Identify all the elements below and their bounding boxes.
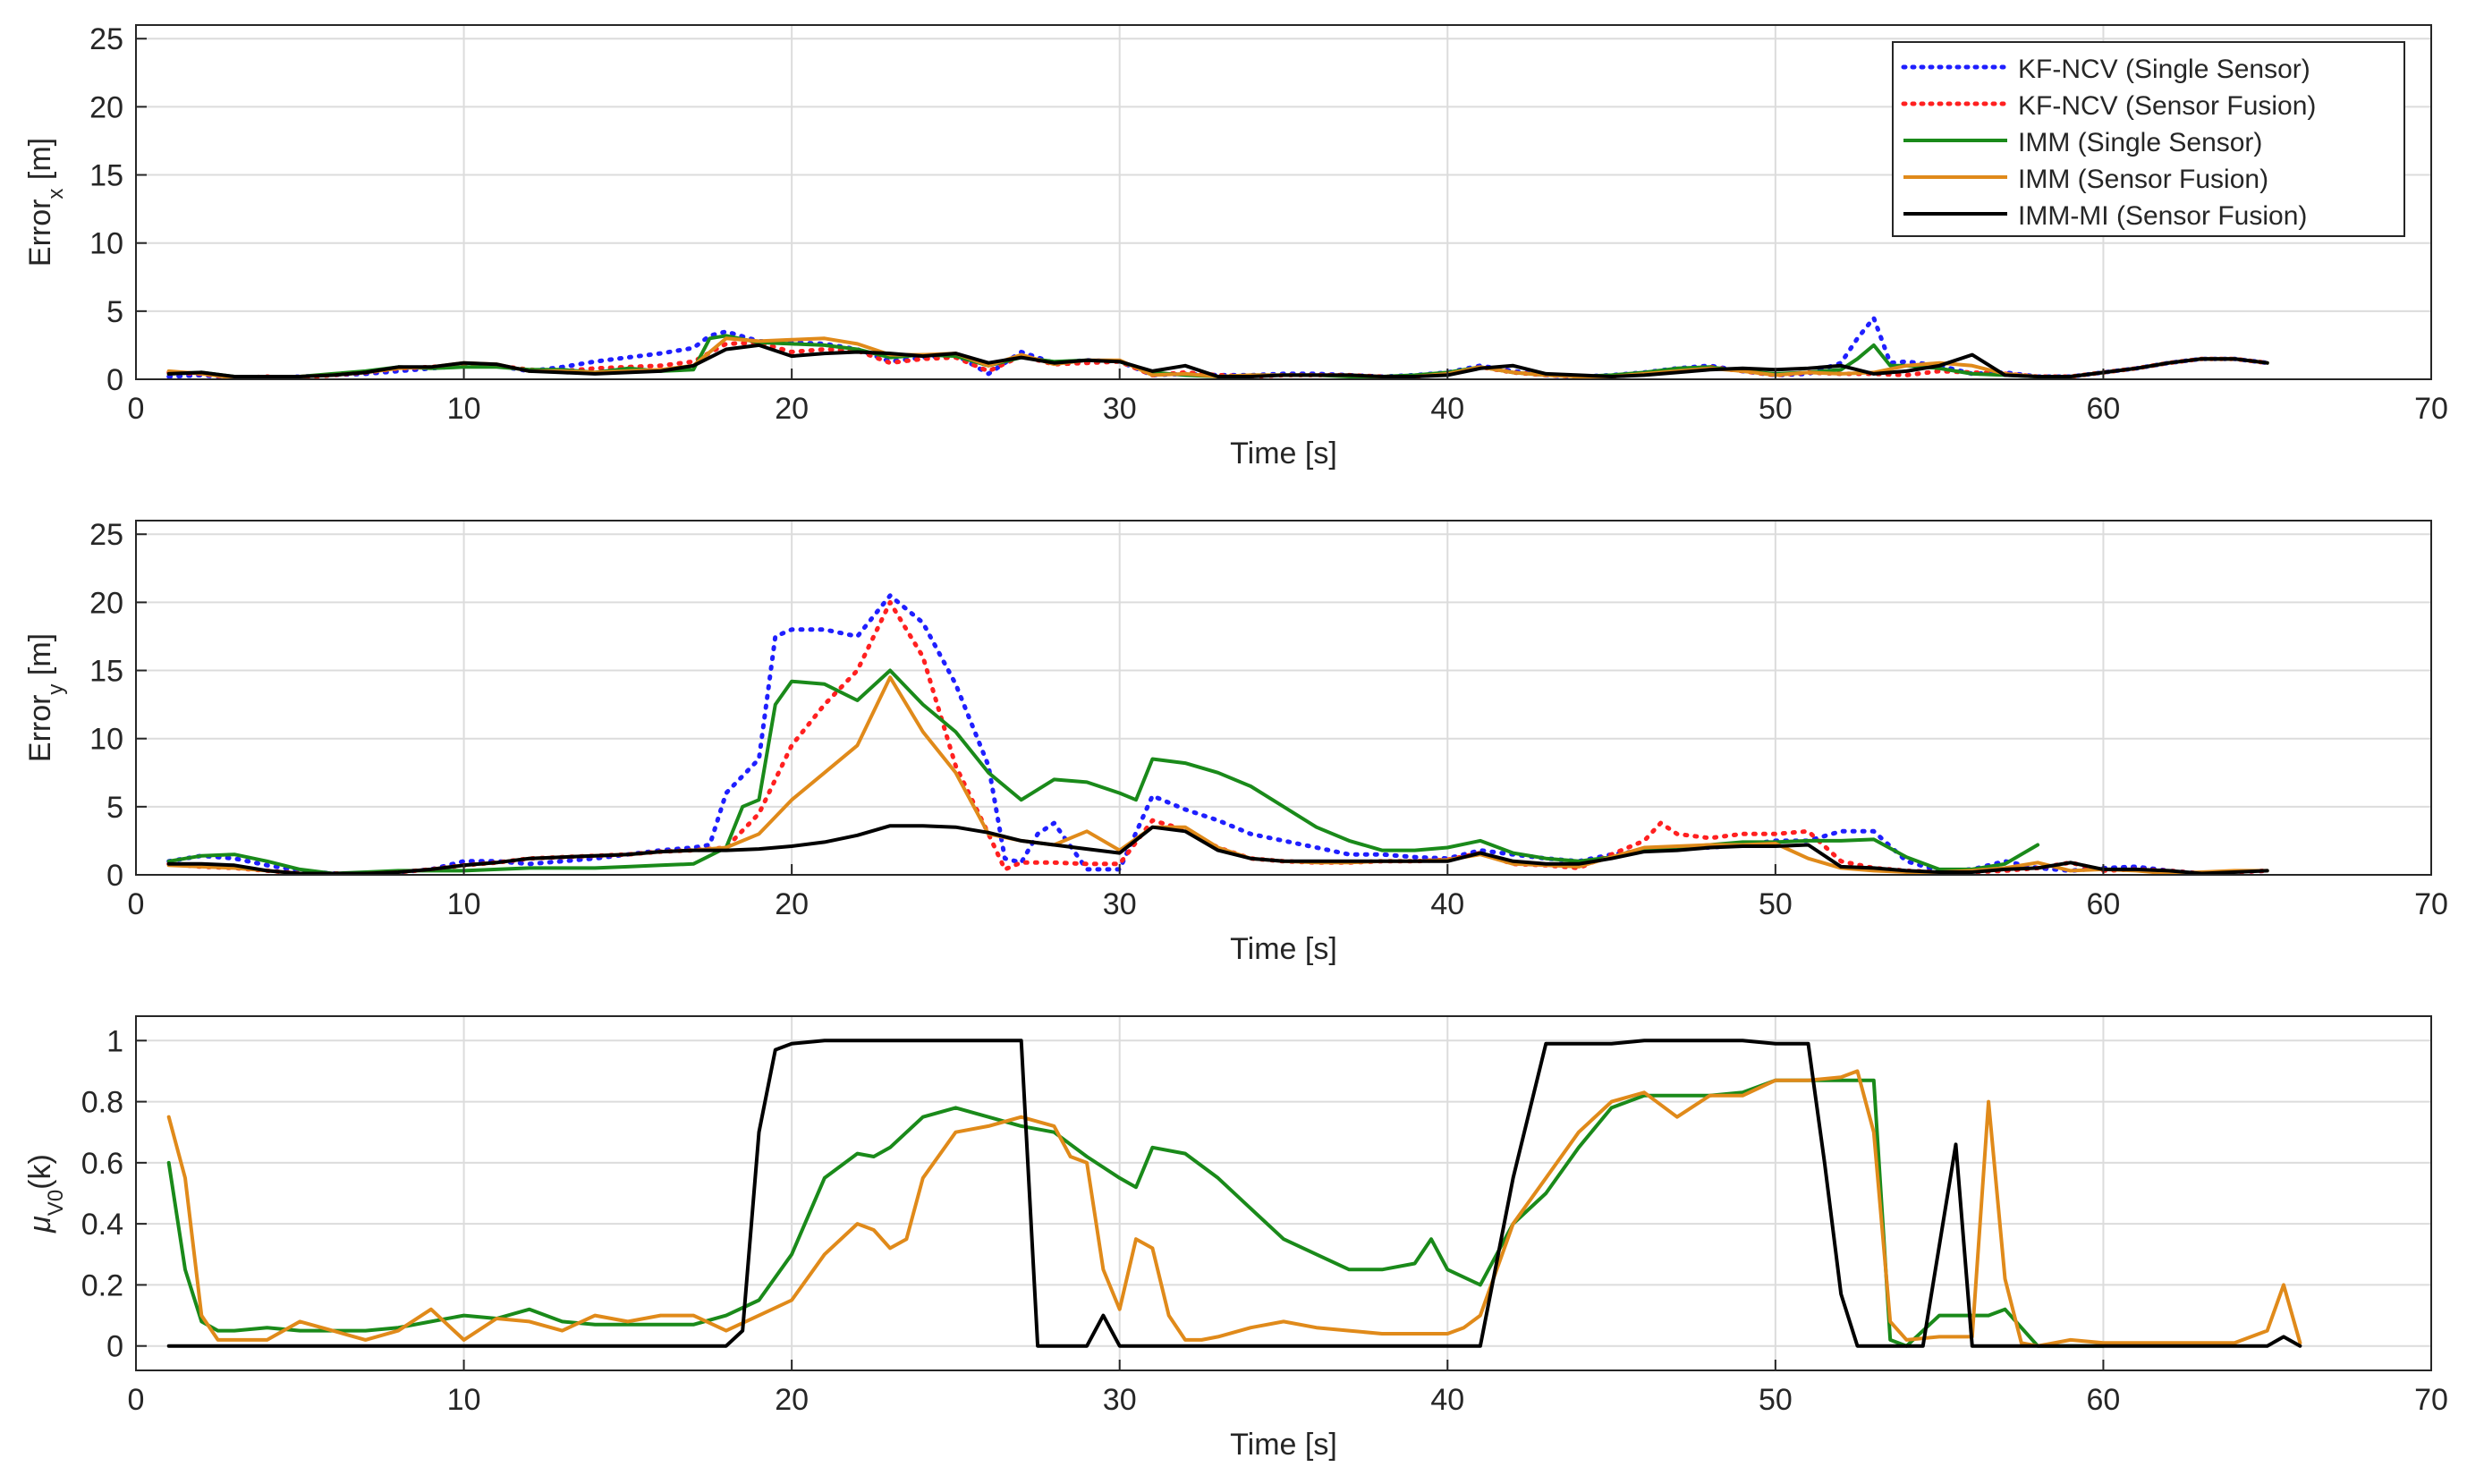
- errx-ytick-label: 20: [89, 90, 123, 124]
- legend-label-imm-single: IMM (Single Sensor): [2018, 128, 2262, 157]
- mu-xticks: 0 10 20 30 40 50 60 70: [128, 1360, 2448, 1417]
- erry-xlabel: Time [s]: [1230, 932, 1337, 966]
- mu-xtick-label: 60: [2087, 1383, 2121, 1417]
- errx-xtick-label: 70: [2414, 392, 2448, 426]
- errx-ytick-label: 0: [106, 363, 123, 397]
- mu-series-imm-mi: [166, 1039, 2302, 1348]
- erry-xtick-label: 20: [775, 887, 809, 921]
- errx-ytick-label: 25: [89, 22, 123, 56]
- mu-grid: [136, 1016, 2431, 1370]
- errx-ylabel: Errorx [m]: [23, 138, 68, 267]
- mu-ytick-label: 0.6: [81, 1147, 123, 1181]
- legend-label-kf-single: KF-NCV (Single Sensor): [2018, 55, 2310, 84]
- erry-xtick-label: 30: [1103, 887, 1137, 921]
- errx-ytick-label: 15: [89, 159, 123, 193]
- mu-xtick-label: 10: [447, 1383, 481, 1417]
- legend-item-imm-single: IMM (Single Sensor): [1903, 128, 2262, 157]
- erry-ytick-label: 0: [106, 859, 123, 893]
- errx-xtick-label: 60: [2087, 392, 2121, 426]
- panel-errx: 0 10 20 30 40 50 60 70 0 5 10 15 20 25 Time [s] Erro…: [23, 22, 2448, 471]
- panel-mu: 0 10 20 30 40 50 60 70 00.20.40.60.81 Time [s] …: [23, 1015, 2448, 1462]
- legend-item-kf-single: KF-NCV (Single Sensor): [1901, 55, 2310, 84]
- errx-ytick-label: 5: [106, 295, 123, 329]
- legend-item-imm-mi: IMM-MI (Sensor Fusion): [1903, 201, 2307, 231]
- errx-xticks: 0 10 20 30 40 50 60 70: [128, 369, 2448, 426]
- errx-ytick-label: 10: [89, 227, 123, 261]
- legend-label-imm-fusion: IMM (Sensor Fusion): [2018, 165, 2268, 194]
- mu-ytick-label: 0: [106, 1330, 123, 1364]
- errx-xtick-label: 10: [447, 392, 481, 426]
- erry-ytick-label: 10: [89, 723, 123, 757]
- errx-xtick-label: 30: [1103, 392, 1137, 426]
- mu-xtick-label: 20: [775, 1383, 809, 1417]
- errx-yticks: 0 5 10 15 20 25: [89, 22, 147, 397]
- mu-xtick-label: 50: [1759, 1383, 1793, 1417]
- erry-xticks: 0 10 20 30 40 50 60 70: [128, 864, 2448, 921]
- errx-xtick-label: 50: [1759, 392, 1793, 426]
- errx-series-kf-fusion: [166, 340, 2270, 380]
- legend-item-kf-fusion: KF-NCV (Sensor Fusion): [1901, 91, 2316, 121]
- errx-series: [166, 316, 2270, 380]
- mu-frame: [135, 1015, 2432, 1371]
- errx-series-imm-mi: [166, 343, 2269, 378]
- mu-ytick-label: 0.2: [81, 1268, 123, 1302]
- erry-ytick-label: 5: [106, 791, 123, 825]
- mu-ytick-label: 1: [106, 1024, 123, 1058]
- mu-yticks: 0 0.2 0.4 0.6 0.8 1: [81, 1024, 147, 1364]
- mu-xlabel: Time [s]: [1230, 1428, 1337, 1462]
- errx-xtick-label: 20: [775, 392, 809, 426]
- erry-xtick-label: 0: [128, 887, 145, 921]
- erry-frame: [135, 520, 2432, 876]
- mu-ytick-label: 0.4: [81, 1208, 123, 1242]
- mu-series-imm-fusion: [166, 1069, 2302, 1348]
- erry-ytick-label: 15: [89, 655, 123, 689]
- erry-xtick-label: 50: [1759, 887, 1793, 921]
- legend-label-imm-mi: IMM-MI (Sensor Fusion): [2018, 201, 2307, 231]
- erry-series-imm-mi: [166, 824, 2269, 876]
- erry-series: [166, 593, 2270, 876]
- errx-xtick-label: 40: [1430, 392, 1464, 426]
- mu-ylabel: μV0(k): [23, 1154, 68, 1234]
- errx-xtick-label: 0: [128, 392, 145, 426]
- errx-frame: [135, 24, 2432, 380]
- mu-xtick-label: 30: [1103, 1383, 1137, 1417]
- mu-xtick-label: 0: [128, 1383, 145, 1417]
- erry-yticks: 0 5 10 15 20 25: [89, 518, 147, 893]
- mu-series: [166, 1039, 2302, 1348]
- legend-label-kf-fusion: KF-NCV (Sensor Fusion): [2018, 91, 2316, 121]
- mu-xtick-label: 70: [2414, 1383, 2448, 1417]
- mu-ytick-label: 0.8: [81, 1086, 123, 1120]
- erry-xtick-label: 70: [2414, 887, 2448, 921]
- erry-ytick-label: 25: [89, 518, 123, 552]
- panel-erry: 0 10 20 30 40 50 60 70 0 5 10 15 20 25 Time [s] Erro…: [23, 518, 2448, 966]
- mu-xtick-label: 40: [1430, 1383, 1464, 1417]
- legend-item-imm-fusion: IMM (Sensor Fusion): [1903, 165, 2268, 194]
- erry-xtick-label: 60: [2087, 887, 2121, 921]
- errx-xlabel: Time [s]: [1230, 437, 1337, 471]
- erry-xtick-label: 10: [447, 887, 481, 921]
- erry-ytick-label: 20: [89, 586, 123, 620]
- erry-xtick-label: 40: [1430, 887, 1464, 921]
- erry-ylabel: Errory [m]: [23, 633, 68, 762]
- legend: KF-NCV (Single Sensor) KF-NCV (Sensor Fu…: [1892, 41, 2405, 237]
